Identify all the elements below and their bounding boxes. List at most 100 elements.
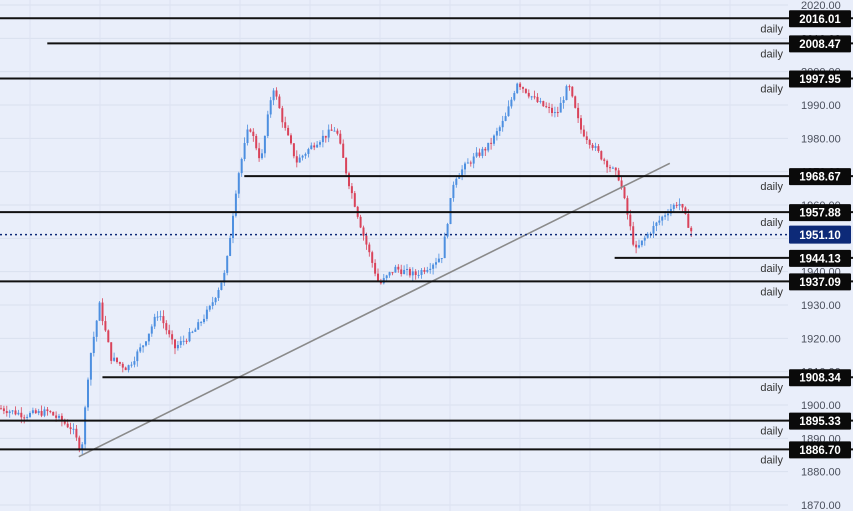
candle-body xyxy=(571,86,574,97)
candle-down xyxy=(635,240,638,254)
candle-down xyxy=(408,267,411,278)
candle-up xyxy=(516,82,519,94)
candle-body xyxy=(507,106,510,117)
candle-body xyxy=(142,345,145,348)
candle-body xyxy=(481,148,484,156)
candle-body xyxy=(510,99,513,107)
candle-body xyxy=(638,245,640,248)
candle-down xyxy=(75,424,78,441)
candle-up xyxy=(37,408,40,416)
price-tick-label: 1880.00 xyxy=(801,467,841,479)
candle-down xyxy=(580,114,582,134)
candle-up xyxy=(159,310,162,321)
candle-body xyxy=(539,101,542,103)
level-note: daily xyxy=(760,217,783,229)
candle-body xyxy=(8,411,11,414)
candle-down xyxy=(536,93,539,103)
candle-down xyxy=(551,103,553,117)
candle-body xyxy=(548,106,551,108)
candle-up xyxy=(504,112,507,122)
candle-up xyxy=(188,327,191,343)
candle-body xyxy=(139,347,142,352)
level-price-badge xyxy=(789,10,851,28)
candle-up xyxy=(487,142,490,153)
candle-up xyxy=(513,90,516,102)
candle-body xyxy=(66,423,69,428)
candle-body xyxy=(577,107,580,119)
candle-body xyxy=(101,302,104,322)
candle-body xyxy=(551,107,553,113)
candle-body xyxy=(182,340,185,342)
candle-down xyxy=(350,183,353,199)
candle-body xyxy=(365,235,368,245)
candle-up xyxy=(646,232,649,239)
candle-up xyxy=(81,441,84,455)
candle-body xyxy=(417,274,420,276)
candle-body xyxy=(606,160,609,168)
candle-down xyxy=(353,191,356,208)
candle-body xyxy=(269,100,272,115)
level-note: daily xyxy=(760,263,783,275)
candle-body xyxy=(266,114,269,137)
candle-body xyxy=(559,102,562,113)
candle-down xyxy=(542,100,545,107)
candle-down xyxy=(577,103,580,123)
candle-body xyxy=(603,159,606,161)
candle-body xyxy=(69,427,72,430)
candle-down xyxy=(478,148,481,158)
candle-down xyxy=(556,106,559,117)
candle-up xyxy=(678,198,681,211)
candle-body xyxy=(437,258,440,263)
candle-down xyxy=(574,95,577,109)
candle-down xyxy=(110,342,113,365)
candle-body xyxy=(655,222,658,226)
candle-up xyxy=(133,356,136,368)
candle-body xyxy=(17,412,20,415)
candle-body xyxy=(408,268,411,276)
level-note: daily xyxy=(760,48,783,60)
candle-up xyxy=(130,361,133,368)
candle-up xyxy=(495,127,498,141)
candle-down xyxy=(423,267,426,275)
level-note: daily xyxy=(760,23,783,35)
candle-up xyxy=(214,296,217,306)
candle-body xyxy=(63,421,66,424)
candle-body xyxy=(26,416,29,418)
candle-up xyxy=(182,335,185,346)
candle-down xyxy=(23,414,26,424)
candle-down xyxy=(295,150,298,168)
candle-body xyxy=(391,272,394,274)
candle-up xyxy=(498,125,501,136)
candle-body xyxy=(278,96,281,109)
candle-body xyxy=(411,271,414,276)
candle-up xyxy=(43,406,46,418)
candle-body xyxy=(620,180,623,188)
candle-body xyxy=(0,408,2,410)
candle-body xyxy=(261,153,263,159)
candle-up xyxy=(84,405,87,451)
candle-up xyxy=(640,240,643,248)
candle-body xyxy=(29,412,31,417)
candle-body xyxy=(275,90,278,97)
candle-body xyxy=(229,238,232,256)
candle-down xyxy=(255,133,258,151)
candle-body xyxy=(330,129,333,131)
candle-down xyxy=(101,298,104,326)
candle-body xyxy=(429,268,432,271)
candle-body xyxy=(530,96,533,98)
candle-up xyxy=(321,130,324,148)
candle-down xyxy=(524,88,527,94)
candle-down xyxy=(168,324,171,338)
candle-body xyxy=(58,415,60,418)
candle-body xyxy=(234,193,237,216)
candle-up xyxy=(150,324,153,337)
candle-body xyxy=(353,193,356,207)
candle-body xyxy=(156,316,159,318)
candle-body xyxy=(556,112,559,114)
candle-up xyxy=(269,96,272,118)
candle-up xyxy=(200,320,203,327)
candle-body xyxy=(597,146,600,152)
candle-body xyxy=(446,224,449,237)
